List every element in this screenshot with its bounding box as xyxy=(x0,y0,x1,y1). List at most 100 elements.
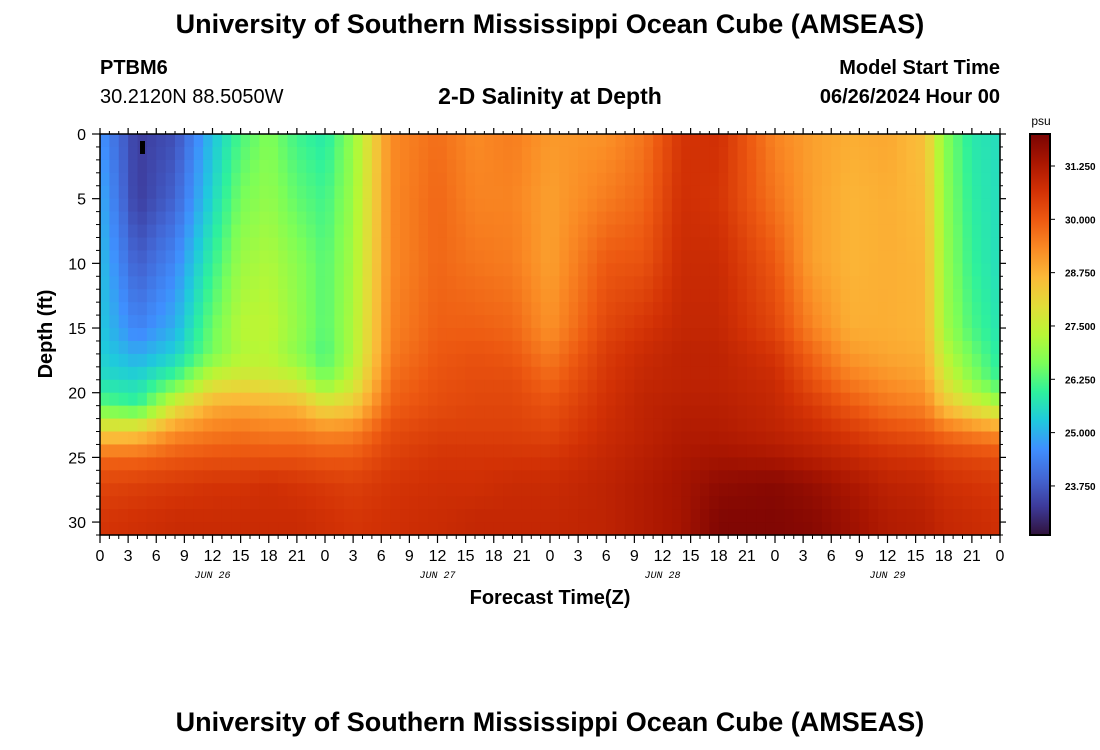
heatmap-cell xyxy=(503,522,514,536)
heatmap-cell xyxy=(128,444,139,458)
heatmap-cell xyxy=(521,353,532,368)
heatmap-cell xyxy=(287,328,298,342)
heatmap-cell xyxy=(109,224,120,239)
heatmap-cell xyxy=(362,379,373,394)
heatmap-cell xyxy=(596,496,607,510)
heatmap-cell xyxy=(906,237,917,252)
heatmap-cell xyxy=(512,237,523,252)
heatmap-cell xyxy=(662,470,673,484)
heatmap-cell xyxy=(681,405,692,420)
heatmap-cell xyxy=(746,483,757,497)
heatmap-cell xyxy=(596,366,607,381)
heatmap-cell xyxy=(371,444,382,458)
heatmap-cell xyxy=(662,496,673,510)
heatmap-cell xyxy=(793,328,804,342)
heatmap-cell xyxy=(278,496,289,510)
heatmap-cell xyxy=(531,198,542,213)
heatmap-cell xyxy=(118,224,129,239)
heatmap-cell xyxy=(643,470,654,484)
heatmap-cell xyxy=(362,276,373,290)
heatmap-cell xyxy=(587,379,598,394)
heatmap-cell xyxy=(915,146,926,161)
heatmap-cell xyxy=(503,315,514,329)
heatmap-cell xyxy=(737,276,748,290)
heatmap-cell xyxy=(400,483,410,497)
heatmap-cell xyxy=(437,405,448,420)
heatmap-cell xyxy=(212,134,223,148)
heatmap-cell xyxy=(606,185,617,200)
heatmap-cell xyxy=(306,159,317,174)
heatmap-cell xyxy=(681,328,692,342)
heatmap-cell xyxy=(625,315,635,329)
heatmap-cell xyxy=(353,457,364,471)
heatmap-cell xyxy=(437,470,448,484)
heatmap-cell xyxy=(596,224,607,239)
heatmap-cell xyxy=(625,418,635,433)
heatmap-cell xyxy=(587,431,598,446)
heatmap-cell xyxy=(850,134,860,148)
heatmap-cell xyxy=(578,159,589,174)
heatmap-cell xyxy=(587,159,598,174)
heatmap-cell xyxy=(109,509,120,523)
heatmap-cell xyxy=(184,289,195,303)
heatmap-cell xyxy=(540,496,551,510)
heatmap-cell xyxy=(578,315,589,329)
heatmap-cell xyxy=(353,159,364,174)
heatmap-cell xyxy=(821,444,832,458)
heatmap-cell xyxy=(550,496,560,510)
heatmap-cell xyxy=(934,250,945,264)
heatmap-cell xyxy=(990,496,1001,510)
heatmap-cell xyxy=(100,405,110,420)
heatmap-cell xyxy=(109,315,120,329)
heatmap-cell xyxy=(606,263,617,277)
heatmap-cell xyxy=(775,159,785,174)
heatmap-cell xyxy=(615,328,626,342)
heatmap-cell xyxy=(128,431,139,446)
heatmap-cell xyxy=(315,522,326,536)
heatmap-cell xyxy=(240,185,251,200)
heatmap-cell xyxy=(381,185,392,200)
heatmap-cell xyxy=(250,457,260,471)
heatmap-cell xyxy=(850,392,860,407)
heatmap-cell xyxy=(334,263,345,277)
heatmap-cell xyxy=(306,211,317,226)
heatmap-cell xyxy=(578,328,589,342)
heatmap-cell xyxy=(681,224,692,239)
heatmap-cell xyxy=(531,353,542,368)
heatmap-cell xyxy=(990,224,1001,239)
heatmap-cell xyxy=(587,211,598,226)
heatmap-cell xyxy=(784,185,795,200)
heatmap-cell xyxy=(868,224,879,239)
heatmap-cell xyxy=(428,392,439,407)
heatmap-cell xyxy=(709,444,720,458)
heatmap-cell xyxy=(550,198,560,213)
heatmap-cell xyxy=(437,302,448,316)
heatmap-cell xyxy=(550,289,560,303)
heatmap-cell xyxy=(653,302,664,316)
heatmap-cell xyxy=(343,224,354,239)
heatmap-cell xyxy=(765,159,776,174)
heatmap-cell xyxy=(128,237,139,252)
heatmap-cell xyxy=(184,392,195,407)
heatmap-cell xyxy=(962,483,973,497)
heatmap-cell xyxy=(793,276,804,290)
heatmap-cell xyxy=(596,172,607,187)
heatmap-cell xyxy=(887,353,898,368)
heatmap-cell xyxy=(362,134,373,148)
heatmap-cell xyxy=(718,405,729,420)
heatmap-cell xyxy=(287,276,298,290)
heatmap-cell xyxy=(437,146,448,161)
heatmap-cell xyxy=(390,522,401,536)
heatmap-cell xyxy=(831,340,842,355)
heatmap-cell xyxy=(840,457,851,471)
heatmap-cell xyxy=(793,431,804,446)
heatmap-cell xyxy=(625,457,635,471)
heatmap-cell xyxy=(184,379,195,394)
heatmap-cell xyxy=(531,237,542,252)
heatmap-cell xyxy=(568,211,579,226)
heatmap-cell xyxy=(550,211,560,226)
heatmap-cell xyxy=(100,496,110,510)
heatmap-cell xyxy=(343,431,354,446)
heatmap-cell xyxy=(559,340,570,355)
heatmap-cell xyxy=(100,483,110,497)
